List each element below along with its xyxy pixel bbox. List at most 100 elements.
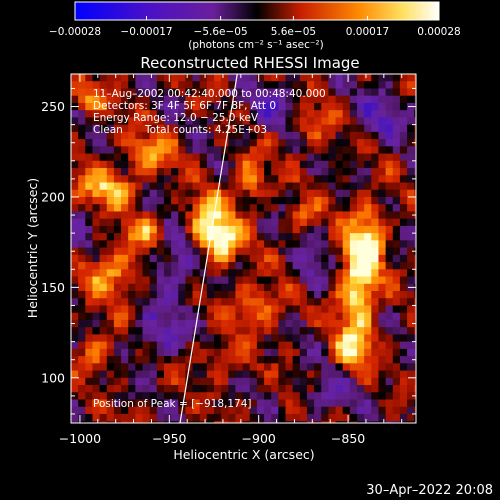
heatmap-pixel — [71, 406, 79, 415]
heatmap-pixel — [192, 175, 201, 184]
heatmap-pixel — [106, 81, 115, 90]
heatmap-pixel — [178, 81, 187, 90]
heatmap-pixel — [178, 341, 187, 350]
heatmap-pixel — [407, 276, 415, 285]
heatmap-pixel — [342, 153, 351, 162]
heatmap-pixel — [221, 218, 229, 227]
heatmap-pixel — [106, 254, 115, 263]
heatmap-pixel — [214, 175, 222, 184]
heatmap-pixel — [221, 102, 229, 111]
heatmap-pixel — [249, 356, 258, 364]
heatmap-pixel — [342, 334, 351, 343]
heatmap-pixel — [199, 363, 208, 372]
heatmap-pixel — [214, 124, 222, 133]
heatmap-pixel — [228, 428, 236, 436]
heatmap-pixel — [135, 233, 144, 241]
heatmap-pixel — [292, 139, 301, 147]
heatmap-pixel — [142, 312, 151, 321]
heatmap-pixel — [71, 269, 79, 278]
heatmap-pixel — [78, 377, 86, 386]
heatmap-pixel — [178, 74, 187, 82]
heatmap-pixel — [78, 117, 86, 126]
heatmap-pixel — [264, 153, 272, 162]
heatmap-pixel — [292, 74, 301, 82]
heatmap-pixel — [214, 305, 222, 314]
heatmap-pixel — [371, 262, 380, 270]
heatmap-pixel — [407, 334, 415, 343]
heatmap-pixel — [292, 356, 301, 364]
heatmap-pixel — [214, 153, 222, 162]
heatmap-pixel — [85, 211, 94, 220]
heatmap-pixel — [342, 225, 351, 234]
heatmap-pixel — [192, 139, 201, 147]
heatmap-pixel — [285, 175, 294, 184]
heatmap-pixel — [199, 298, 208, 307]
heatmap-pixel — [71, 218, 79, 227]
heatmap-pixel — [149, 88, 158, 97]
heatmap-pixel — [135, 240, 144, 249]
heatmap-pixel — [399, 363, 408, 372]
heatmap-pixel — [121, 81, 129, 90]
heatmap-pixel — [349, 392, 358, 401]
heatmap-pixel — [349, 269, 358, 278]
heatmap-pixel — [328, 88, 337, 97]
heatmap-pixel — [92, 421, 101, 423]
heatmap-pixel — [135, 102, 144, 111]
heatmap-pixel — [142, 204, 151, 213]
heatmap-pixel — [342, 233, 351, 241]
heatmap-pixel — [128, 160, 136, 169]
heatmap-pixel — [349, 124, 358, 133]
heatmap-pixel — [264, 312, 272, 321]
heatmap-pixel — [78, 341, 86, 350]
heatmap-pixel — [128, 370, 136, 379]
heatmap-pixel — [364, 377, 372, 386]
heatmap-pixel — [306, 247, 315, 256]
heatmap-pixel — [335, 110, 344, 118]
heatmap-pixel — [278, 341, 287, 350]
heatmap-pixel — [228, 95, 237, 104]
heatmap-pixel — [235, 233, 244, 241]
heatmap-pixel — [214, 421, 222, 423]
heatmap-pixel — [185, 348, 194, 357]
heatmap-pixel — [178, 168, 187, 176]
heatmap-pixel — [121, 399, 129, 408]
heatmap-pixel — [357, 225, 365, 234]
heatmap-pixel — [378, 356, 387, 364]
heatmap-pixel — [385, 160, 394, 169]
heatmap-pixel — [342, 276, 351, 285]
heatmap-pixel — [163, 117, 172, 126]
heatmap-pixel — [264, 182, 272, 191]
heatmap-pixel — [264, 102, 272, 111]
heatmap-pixel — [85, 254, 94, 263]
heatmap-pixel — [228, 225, 237, 234]
heatmap-pixel — [278, 385, 287, 393]
heatmap-pixel — [385, 254, 394, 263]
heatmap-pixel — [342, 247, 351, 256]
heatmap-pixel — [185, 88, 194, 97]
heatmap-pixel — [421, 168, 429, 176]
heatmap-pixel — [99, 204, 108, 213]
heatmap-pixel — [314, 428, 322, 436]
heatmap-pixel — [285, 254, 294, 263]
heatmap-pixel — [171, 160, 179, 169]
heatmap-pixel — [407, 421, 415, 423]
heatmap-pixel — [328, 81, 337, 90]
heatmap-pixel — [371, 348, 380, 357]
heatmap-pixel — [421, 349, 429, 357]
heatmap-pixel — [335, 204, 344, 213]
heatmap-pixel — [235, 276, 244, 285]
heatmap-pixel — [407, 327, 415, 335]
heatmap-pixel — [285, 102, 294, 111]
heatmap-pixel — [278, 182, 287, 191]
heatmap-pixel — [349, 254, 358, 263]
heatmap-pixel — [371, 298, 380, 307]
heatmap-pixel — [314, 334, 322, 343]
heatmap-pixel — [92, 117, 101, 126]
heatmap-pixel — [306, 298, 315, 307]
heatmap-pixel — [349, 131, 358, 140]
heatmap-pixel — [314, 102, 322, 111]
heatmap-pixel — [357, 363, 365, 372]
heatmap-pixel — [192, 124, 201, 133]
heatmap-pixel — [278, 370, 287, 379]
heatmap-pixel — [285, 189, 294, 198]
